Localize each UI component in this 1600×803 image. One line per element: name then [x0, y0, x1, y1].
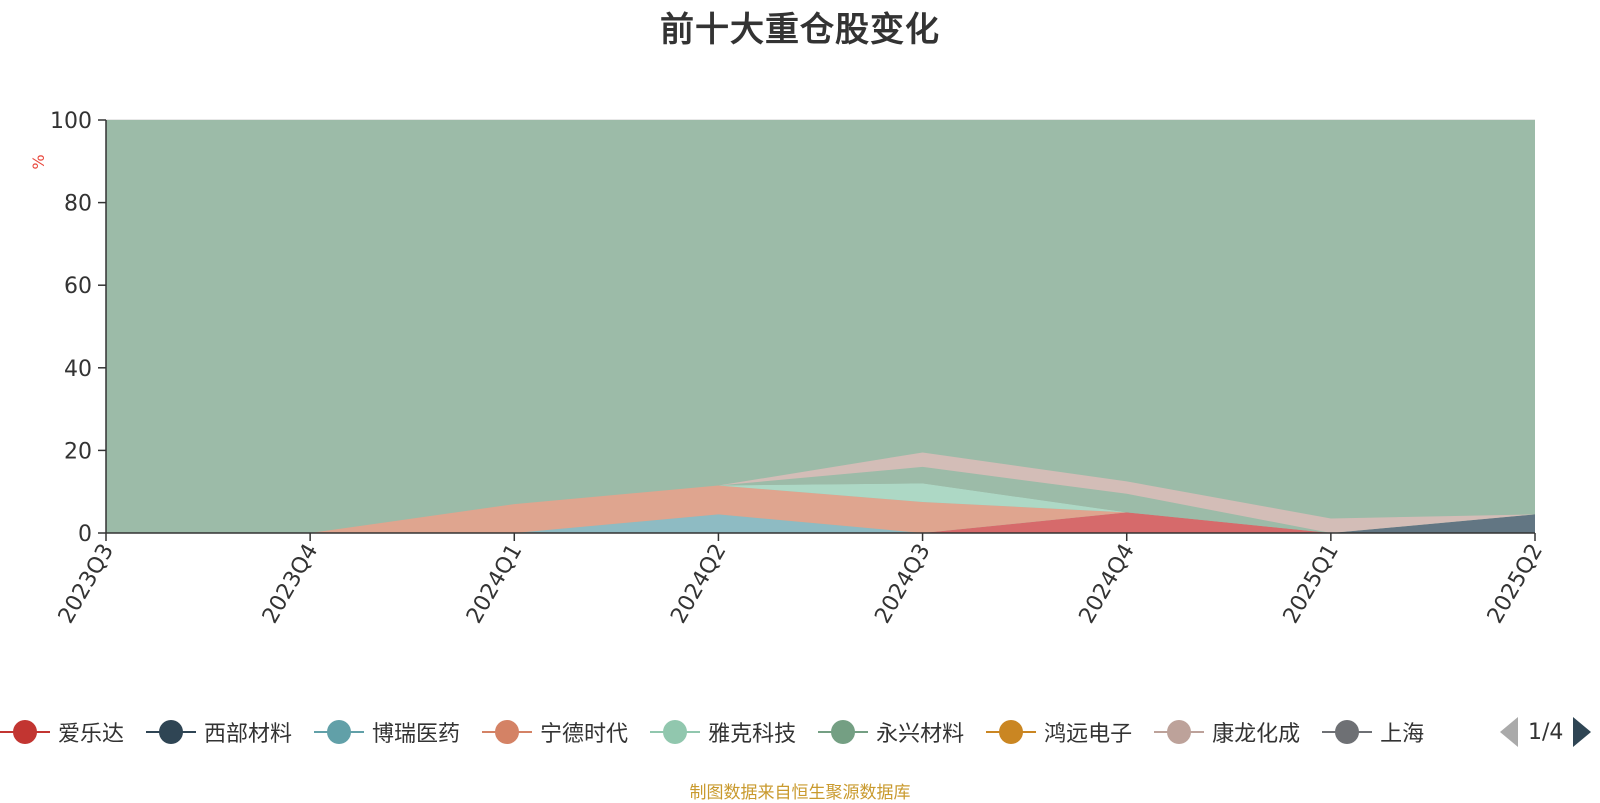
area-layer — [106, 120, 1535, 533]
series-area — [106, 485, 1535, 533]
x-tick-label: 2024Q3 — [870, 540, 935, 628]
legend-swatch-icon — [314, 718, 365, 746]
legend-swatch-icon — [0, 718, 50, 746]
y-tick-label: 60 — [64, 274, 92, 299]
legend-next-arrow-icon[interactable] — [1573, 717, 1592, 747]
legend-label: 爱乐达 — [58, 722, 125, 747]
legend-item[interactable]: 爱乐达 — [0, 712, 124, 752]
y-tick-label: 40 — [64, 357, 92, 382]
legend-label: 康龙化成 — [1212, 722, 1301, 747]
area-background — [106, 120, 1535, 533]
legend-label: 鸿远电子 — [1044, 722, 1133, 747]
x-tick-label: 2023Q4 — [258, 540, 323, 628]
legend-item[interactable]: 永兴材料 — [818, 712, 964, 752]
legend-pager: 1/4 — [1500, 712, 1592, 752]
legend-label: 宁德时代 — [540, 722, 629, 747]
legend-swatch-icon — [818, 718, 869, 746]
legend-item[interactable]: 西部材料 — [146, 712, 292, 752]
series-area — [106, 512, 1535, 533]
legend-item[interactable]: 博瑞医药 — [314, 712, 460, 752]
legend-swatch-icon — [146, 718, 197, 746]
legend-label: 永兴材料 — [876, 722, 965, 747]
y-tick-label: 20 — [64, 439, 92, 464]
legend-item[interactable]: 鸿远电子 — [986, 712, 1132, 752]
legend-label: 上海 — [1380, 722, 1425, 747]
series-area — [106, 452, 1535, 533]
y-axis-unit-label: % — [29, 154, 48, 169]
legend-prev-arrow-icon[interactable] — [1500, 717, 1518, 747]
series-area — [106, 483, 1535, 533]
legend-label: 雅克科技 — [708, 722, 797, 747]
series-area — [106, 512, 1535, 533]
chart-title: 前十大重仓股变化 — [660, 10, 940, 50]
legend-swatch-icon — [482, 718, 533, 746]
y-tick-label: 100 — [50, 109, 92, 134]
legend-item[interactable]: 康龙化成 — [1154, 712, 1300, 752]
x-tick-label: 2025Q2 — [1483, 540, 1548, 628]
legend: 爱乐达 西部材料 博瑞医药 宁德时代 雅克科技 永兴材料 鸿远电子 康龙化成 上海 1/4 — [0, 712, 1600, 752]
legend-swatch-icon — [1322, 718, 1373, 746]
y-tick-label: 0 — [78, 522, 92, 547]
series-area — [106, 512, 1535, 533]
legend-item[interactable]: 上海 — [1322, 712, 1424, 752]
x-tick-label: 2023Q3 — [54, 540, 119, 628]
legend-label: 西部材料 — [204, 722, 293, 747]
x-tick-label: 2025Q1 — [1279, 540, 1344, 628]
series-area — [106, 466, 1535, 533]
legend-item[interactable]: 雅克科技 — [650, 712, 796, 752]
x-tick-label: 2024Q4 — [1075, 540, 1140, 628]
y-tick-label: 80 — [64, 192, 92, 217]
legend-label: 博瑞医药 — [372, 722, 461, 747]
legend-page-indicator: 1/4 — [1528, 719, 1564, 745]
source-note: 制图数据来自恒生聚源数据库 — [689, 783, 911, 803]
legend-swatch-icon — [986, 718, 1037, 746]
legend-swatch-icon — [650, 718, 701, 746]
x-tick-label: 2024Q1 — [462, 540, 527, 628]
legend-item[interactable]: 宁德时代 — [482, 712, 628, 752]
x-tick-label: 2024Q2 — [666, 540, 731, 628]
legend-swatch-icon — [1154, 718, 1205, 746]
legend-items: 爱乐达 西部材料 博瑞医药 宁德时代 雅克科技 永兴材料 鸿远电子 康龙化成 上海 — [0, 712, 1480, 752]
